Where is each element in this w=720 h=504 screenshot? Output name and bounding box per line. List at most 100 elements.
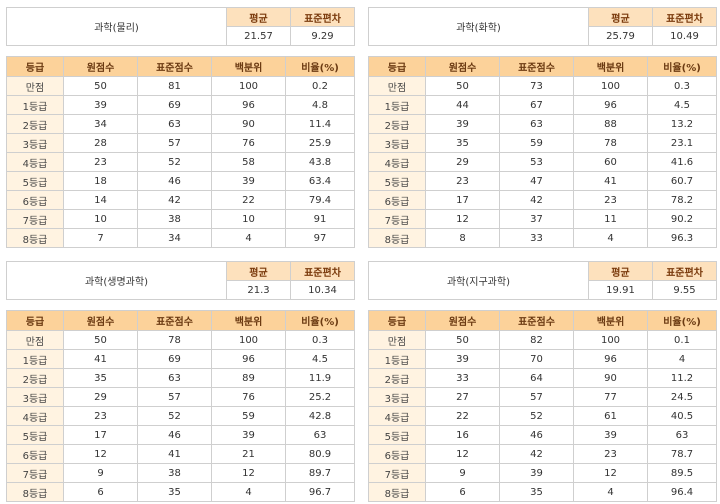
table-cell: 46 <box>137 171 212 191</box>
grade-label: 1등급 <box>6 95 64 115</box>
table-row: 8등급 6 35 4 96.7 <box>6 482 355 502</box>
table-cell: 38 <box>137 209 212 229</box>
table-cell: 17 <box>425 190 500 210</box>
table-row: 4등급 29 53 60 41.6 <box>368 152 717 172</box>
column-header: 표준점수 <box>137 310 212 331</box>
table-cell: 24.5 <box>647 387 717 407</box>
grade-label: 7등급 <box>368 463 426 483</box>
table-cell: 4 <box>211 482 286 502</box>
subject-title: 과학(생명과학) <box>6 261 227 300</box>
mean-value: 19.91 <box>588 280 653 300</box>
table-cell: 18 <box>63 171 138 191</box>
std-value: 10.34 <box>290 280 355 300</box>
table-row: 3등급 27 57 77 24.5 <box>368 387 717 407</box>
grade-label: 7등급 <box>6 209 64 229</box>
table-cell: 42 <box>137 190 212 210</box>
table-cell: 41 <box>63 349 138 369</box>
column-header: 원점수 <box>425 310 500 331</box>
table-cell: 23 <box>573 190 648 210</box>
table-row: 4등급 23 52 59 42.8 <box>6 406 355 426</box>
table-cell: 90 <box>211 114 286 134</box>
table-cell: 35 <box>499 482 574 502</box>
table-cell: 46 <box>137 425 212 445</box>
table-cell: 39 <box>211 425 286 445</box>
table-cell: 96 <box>573 95 648 115</box>
column-header: 표준점수 <box>499 56 574 77</box>
table-row: 1등급 39 70 96 4 <box>368 349 717 369</box>
table-cell: 12 <box>573 463 648 483</box>
table-cell: 63 <box>647 425 717 445</box>
table-cell: 34 <box>137 228 212 248</box>
grade-label: 1등급 <box>368 95 426 115</box>
table-row: 만점 50 81 100 0.2 <box>6 76 355 96</box>
grade-label: 7등급 <box>6 463 64 483</box>
column-header: 원점수 <box>63 56 138 77</box>
table-cell: 78.2 <box>647 190 717 210</box>
table-cell: 0.1 <box>647 330 717 350</box>
table-row: 7등급 9 39 12 89.5 <box>368 463 717 483</box>
table-cell: 100 <box>211 330 286 350</box>
table-cell: 100 <box>211 76 286 96</box>
table-cell: 100 <box>573 76 648 96</box>
grade-label: 5등급 <box>368 425 426 445</box>
table-cell: 14 <box>63 190 138 210</box>
grade-label: 4등급 <box>6 406 64 426</box>
table-cell: 4.5 <box>285 349 355 369</box>
table-cell: 11.9 <box>285 368 355 388</box>
table-cell: 63 <box>499 114 574 134</box>
grade-label: 3등급 <box>6 387 64 407</box>
table-cell: 78 <box>573 133 648 153</box>
std-value: 10.49 <box>652 26 717 46</box>
spacer <box>6 46 354 56</box>
column-header: 백분위 <box>573 310 648 331</box>
table-cell: 11 <box>573 209 648 229</box>
table-cell: 44 <box>425 95 500 115</box>
table-row: 1등급 44 67 96 4.5 <box>368 95 717 115</box>
table-row: 3등급 29 57 76 25.2 <box>6 387 355 407</box>
table-cell: 96 <box>573 349 648 369</box>
std-header: 표준편차 <box>652 7 717 27</box>
table-row: 4등급 22 52 61 40.5 <box>368 406 717 426</box>
table-row: 5등급 23 47 41 60.7 <box>368 171 717 191</box>
mean-header: 평균 <box>226 7 291 27</box>
table-row: 3등급 28 57 76 25.9 <box>6 133 355 153</box>
column-header: 원점수 <box>425 56 500 77</box>
table-cell: 41 <box>573 171 648 191</box>
table-cell: 52 <box>499 406 574 426</box>
table-cell: 12 <box>425 209 500 229</box>
table-cell: 50 <box>425 76 500 96</box>
table-row: 만점 50 82 100 0.1 <box>368 330 717 350</box>
grade-table: 등급 원점수 표준점수 백분위 비율(%) 만점 50 82 100 0.1 1등급 39 70 96 4 2… <box>368 310 717 502</box>
grade-table: 등급 원점수 표준점수 백분위 비율(%) 만점 50 78 100 0.3 1등급 41 69 96 4.… <box>6 310 355 502</box>
grade-table: 등급 원점수 표준점수 백분위 비율(%) 만점 50 81 100 0.2 1등급 39 69 96 4.… <box>6 56 355 248</box>
table-cell: 41.6 <box>647 152 717 172</box>
grade-label: 2등급 <box>6 114 64 134</box>
grade-label: 6등급 <box>368 190 426 210</box>
table-cell: 35 <box>63 368 138 388</box>
table-cell: 29 <box>425 152 500 172</box>
table-cell: 79.4 <box>285 190 355 210</box>
table-cell: 9 <box>63 463 138 483</box>
grade-label: 4등급 <box>368 152 426 172</box>
table-cell: 38 <box>137 463 212 483</box>
grade-label: 만점 <box>368 76 426 96</box>
table-cell: 39 <box>211 171 286 191</box>
table-cell: 4 <box>573 228 648 248</box>
table-cell: 23 <box>63 152 138 172</box>
table-cell: 81 <box>137 76 212 96</box>
table-cell: 70 <box>499 349 574 369</box>
grade-label: 5등급 <box>6 171 64 191</box>
table-cell: 97 <box>285 228 355 248</box>
column-header: 등급 <box>368 56 426 77</box>
table-cell: 17 <box>63 425 138 445</box>
grade-label: 7등급 <box>368 209 426 229</box>
table-cell: 6 <box>63 482 138 502</box>
table-cell: 96.7 <box>285 482 355 502</box>
column-header: 표준점수 <box>137 56 212 77</box>
std-header: 표준편차 <box>290 261 355 281</box>
table-cell: 39 <box>63 95 138 115</box>
table-cell: 41 <box>137 444 212 464</box>
table-cell: 50 <box>63 330 138 350</box>
table-cell: 22 <box>425 406 500 426</box>
table-row: 5등급 16 46 39 63 <box>368 425 717 445</box>
